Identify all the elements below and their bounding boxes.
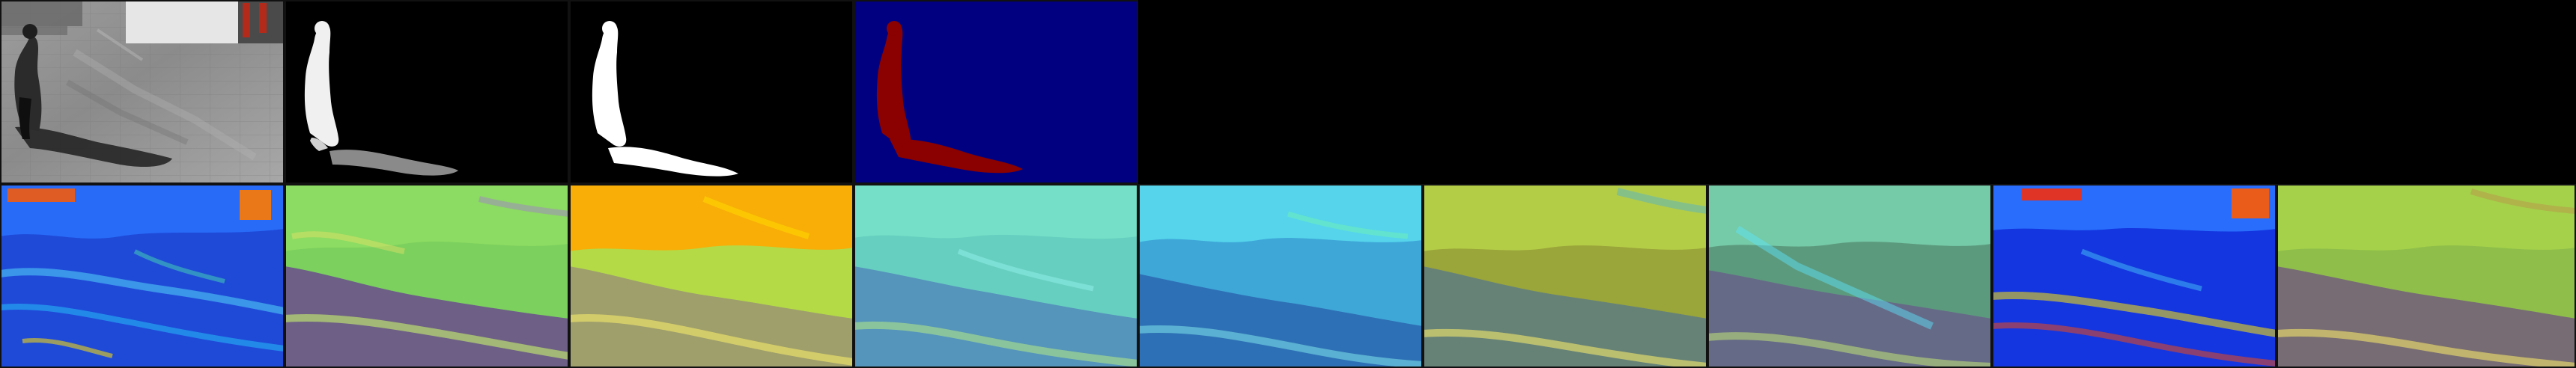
empty-area [1138, 0, 2576, 184]
feature-map-4 [854, 184, 1138, 368]
feature-map-5 [1138, 184, 1423, 368]
feature-map-icon [0, 184, 285, 368]
feature-map-icon [1423, 184, 1707, 368]
feature-map-9 [2276, 184, 2576, 368]
feature-map-8 [1992, 184, 2276, 368]
binary-mask-panel [569, 0, 854, 184]
feature-map-6 [1423, 184, 1707, 368]
feature-map-icon [1992, 184, 2276, 368]
soft-mask-icon [285, 0, 569, 184]
feature-map-icon [285, 184, 569, 368]
feature-map-icon [1138, 184, 1423, 368]
feature-map-icon [854, 184, 1138, 368]
feature-map-2 [285, 184, 569, 368]
segmentation-icon [854, 0, 1138, 184]
street-photo-icon [0, 0, 285, 184]
feature-map-icon [1707, 184, 1992, 368]
feature-strip [0, 184, 2576, 368]
feature-map-icon [569, 184, 854, 368]
feature-map-icon [2276, 184, 2576, 368]
label-map-panel [854, 0, 1138, 184]
feature-map-7 [1707, 184, 1992, 368]
input-frame-panel [0, 0, 285, 184]
feature-map-3 [569, 184, 854, 368]
soft-mask-panel [285, 0, 569, 184]
binary-mask-icon [569, 0, 854, 184]
top-strip [0, 0, 2576, 184]
feature-map-1 [0, 184, 285, 368]
